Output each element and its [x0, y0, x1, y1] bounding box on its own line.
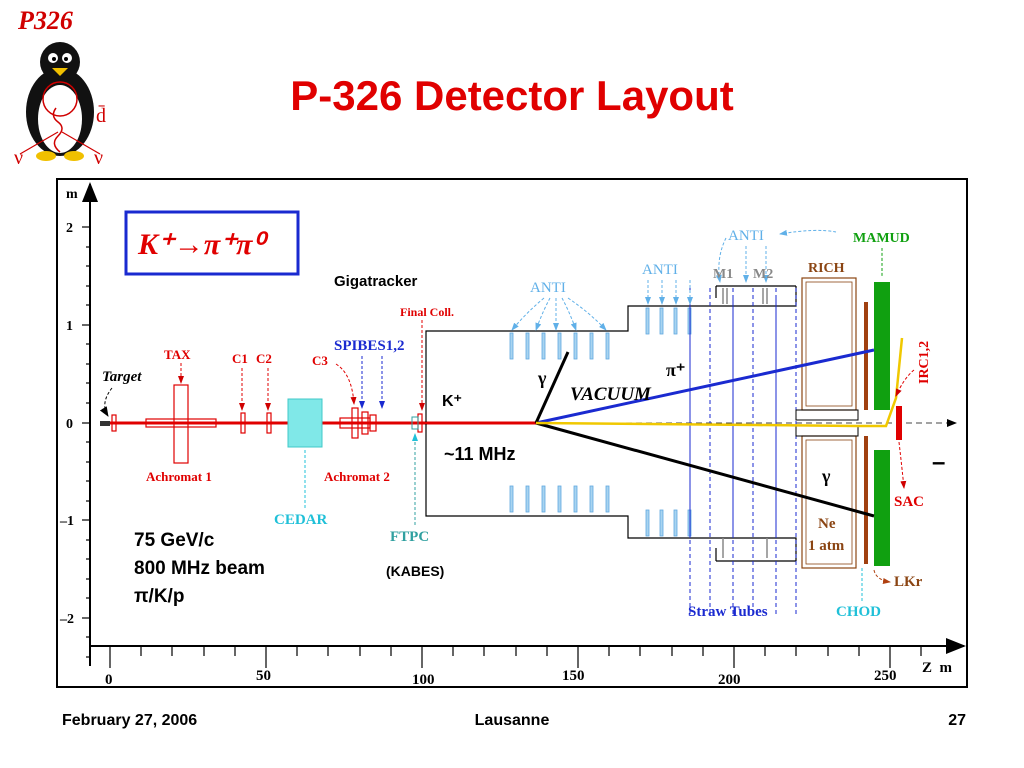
- footer-page-number: 27: [948, 712, 966, 729]
- label-gigatracker: Gigatracker: [334, 273, 418, 290]
- label-ne: Ne: [818, 516, 836, 532]
- label-irc: IRC1,2: [917, 341, 932, 384]
- logo-nu-right: ν: [94, 147, 103, 169]
- label-spibes: SPIBES1,2: [334, 338, 404, 354]
- label-c3: C3: [312, 353, 328, 368]
- y-tick-2: 2: [66, 221, 73, 236]
- label-sac: SAC: [894, 494, 924, 510]
- label-mhz: ~11 MHz: [444, 444, 516, 464]
- lkr-lower: [874, 450, 890, 566]
- label-atm: 1 atm: [808, 538, 845, 554]
- ftpc-box: [411, 416, 419, 430]
- label-tax: TAX: [164, 347, 191, 362]
- x-tick-50: 50: [256, 668, 271, 684]
- label-achromat2: Achromat 2: [324, 469, 390, 484]
- label-pi-plus: π⁺: [666, 360, 685, 380]
- label-gamma-1: γ: [537, 368, 547, 388]
- chod-upper: [864, 302, 868, 410]
- x-tick-250: 250: [874, 668, 897, 684]
- penguin-logo: s̄ d̄ ν ν: [10, 42, 106, 169]
- track-pi-upper: [534, 351, 570, 424]
- label-target: Target: [102, 369, 142, 385]
- cedar-box: [287, 398, 323, 448]
- label-anti-2: ANTI: [642, 262, 678, 278]
- label-cedar: CEDAR: [274, 512, 328, 528]
- label-c1: C1: [232, 351, 248, 366]
- track-k-plus: [535, 348, 875, 425]
- target-block: [100, 421, 110, 426]
- label-rich: RICH: [808, 261, 845, 276]
- logo-d-bar: d̄: [96, 104, 106, 127]
- label-mamud: MAMUD: [853, 231, 910, 246]
- sac-block: [896, 406, 902, 440]
- lkr-upper: [874, 282, 890, 410]
- y-tick-1: 1: [66, 319, 73, 334]
- decay-box: [124, 210, 300, 276]
- y-tick-minus-2: –2: [59, 612, 74, 627]
- label-straw-tubes: Straw Tubes: [688, 604, 768, 620]
- label-minus: –: [932, 449, 945, 476]
- label-anti-1: ANTI: [530, 280, 566, 296]
- x-tick-0: 0: [105, 672, 113, 688]
- label-gamma-2: γ: [821, 466, 831, 486]
- footer-date: February 27, 2006: [62, 712, 198, 729]
- label-m1: M1: [713, 267, 733, 282]
- logo-title: P326: [18, 6, 73, 35]
- label-anti-3: ANTI: [728, 228, 764, 244]
- y-tick-minus-1: –1: [59, 514, 74, 529]
- track-yellow: [535, 337, 904, 428]
- decay-label: K⁺→π⁺π⁰: [137, 228, 269, 261]
- label-beam-2: 800 MHz beam: [134, 558, 265, 579]
- label-final-coll: Final Coll.: [400, 305, 454, 319]
- logo-nu-left: ν: [14, 147, 23, 169]
- label-kabes: (KABES): [386, 563, 444, 579]
- x-tick-150: 150: [562, 668, 585, 684]
- footer-place: Lausanne: [474, 712, 550, 729]
- label-m2: M2: [753, 267, 773, 282]
- label-beam-1: 75 GeV/c: [134, 530, 215, 551]
- chod-lower: [864, 436, 868, 564]
- label-achromat1: Achromat 1: [146, 469, 212, 484]
- label-beam-3: π/K/p: [134, 586, 184, 607]
- x-tick-200: 200: [718, 672, 741, 688]
- label-ftpc: FTPC: [390, 529, 429, 545]
- x-axis-unit: Z m: [922, 660, 953, 676]
- label-c2: C2: [256, 351, 272, 366]
- page-title: P-326 Detector Layout: [290, 72, 734, 119]
- label-vacuum: VACUUM: [570, 384, 652, 405]
- label-k-plus: K⁺: [442, 393, 462, 410]
- y-axis-unit: m: [66, 187, 78, 202]
- label-chod: CHOD: [836, 604, 881, 620]
- track-gamma: [535, 421, 875, 518]
- label-lkr: LKr: [894, 574, 923, 590]
- x-tick-100: 100: [412, 672, 435, 688]
- y-tick-0: 0: [66, 417, 73, 432]
- detector-diagram: m 2 1 0 –1 –2 0 50 100 150 200: [56, 178, 968, 688]
